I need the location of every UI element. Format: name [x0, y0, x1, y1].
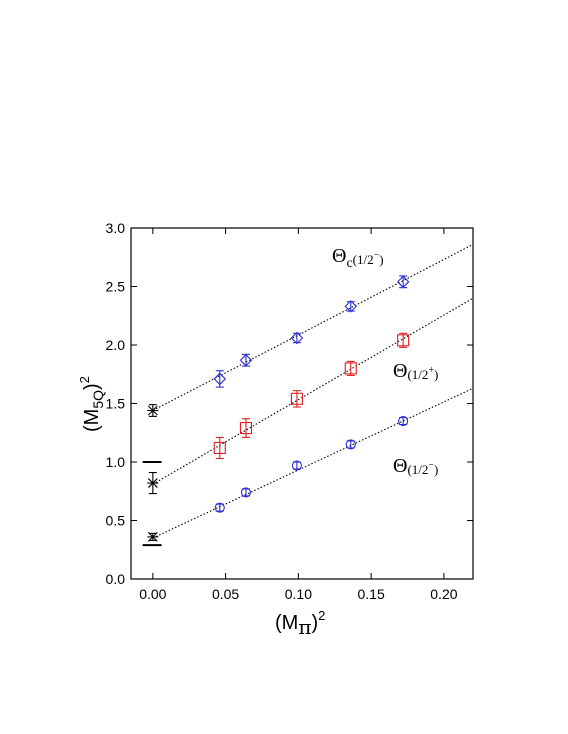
y-tick-label: 1.5 — [106, 396, 126, 412]
data-point — [344, 360, 357, 376]
x-tick-label: 0.10 — [285, 586, 312, 602]
y-tick-label: 2.0 — [106, 337, 126, 353]
data-point — [396, 275, 410, 289]
series-labels: Θc(1/2−) Θ(1/2+) Θ(1/2−) — [332, 245, 438, 477]
data-point — [344, 300, 358, 313]
y-tick-label: 0.0 — [106, 571, 126, 587]
fit-line — [152, 243, 474, 412]
x-tick-label: 0.20 — [430, 586, 457, 602]
y-tick-label: 1.0 — [106, 454, 126, 470]
y-tick-label: 2.5 — [106, 279, 126, 295]
data-point — [291, 460, 302, 471]
data-points — [213, 275, 410, 513]
fit-line — [152, 387, 474, 539]
series-label: Θc(1/2−) — [332, 245, 384, 271]
y-tick-label: 0.5 — [106, 513, 126, 529]
fit-lines — [152, 243, 474, 539]
data-point — [213, 436, 226, 460]
x-axis-title: (Mπ)2 — [275, 608, 325, 639]
fit-line — [152, 297, 474, 485]
extrapolated-point — [147, 404, 159, 417]
data-point — [290, 390, 303, 408]
extrapolated-point — [147, 471, 159, 495]
data-point — [213, 370, 227, 388]
data-point — [239, 418, 253, 438]
extrapolated-point — [147, 531, 159, 542]
data-point — [398, 415, 409, 427]
series-label: Θ(1/2−) — [393, 455, 438, 477]
extrapolated-points — [147, 404, 159, 542]
x-tick-label: 0.00 — [139, 586, 166, 602]
data-point — [345, 439, 356, 450]
reference-lines — [142, 461, 162, 547]
series-label: Θ(1/2+) — [393, 360, 438, 382]
y-axis-title: (M5Q)2 — [77, 376, 106, 432]
x-tick-label: 0.15 — [358, 586, 385, 602]
data-point — [239, 353, 253, 367]
y-tick-label: 3.0 — [106, 220, 126, 236]
x-axis: 0.00 0.05 0.10 0.15 0.20 — [139, 228, 458, 602]
x-tick-label: 0.05 — [212, 586, 239, 602]
data-point — [240, 487, 252, 498]
data-point — [214, 502, 225, 513]
data-point — [290, 331, 304, 345]
y-axis: 0.0 0.5 1.0 1.5 2.0 2.5 3.0 — [106, 220, 473, 587]
data-point — [397, 332, 410, 348]
